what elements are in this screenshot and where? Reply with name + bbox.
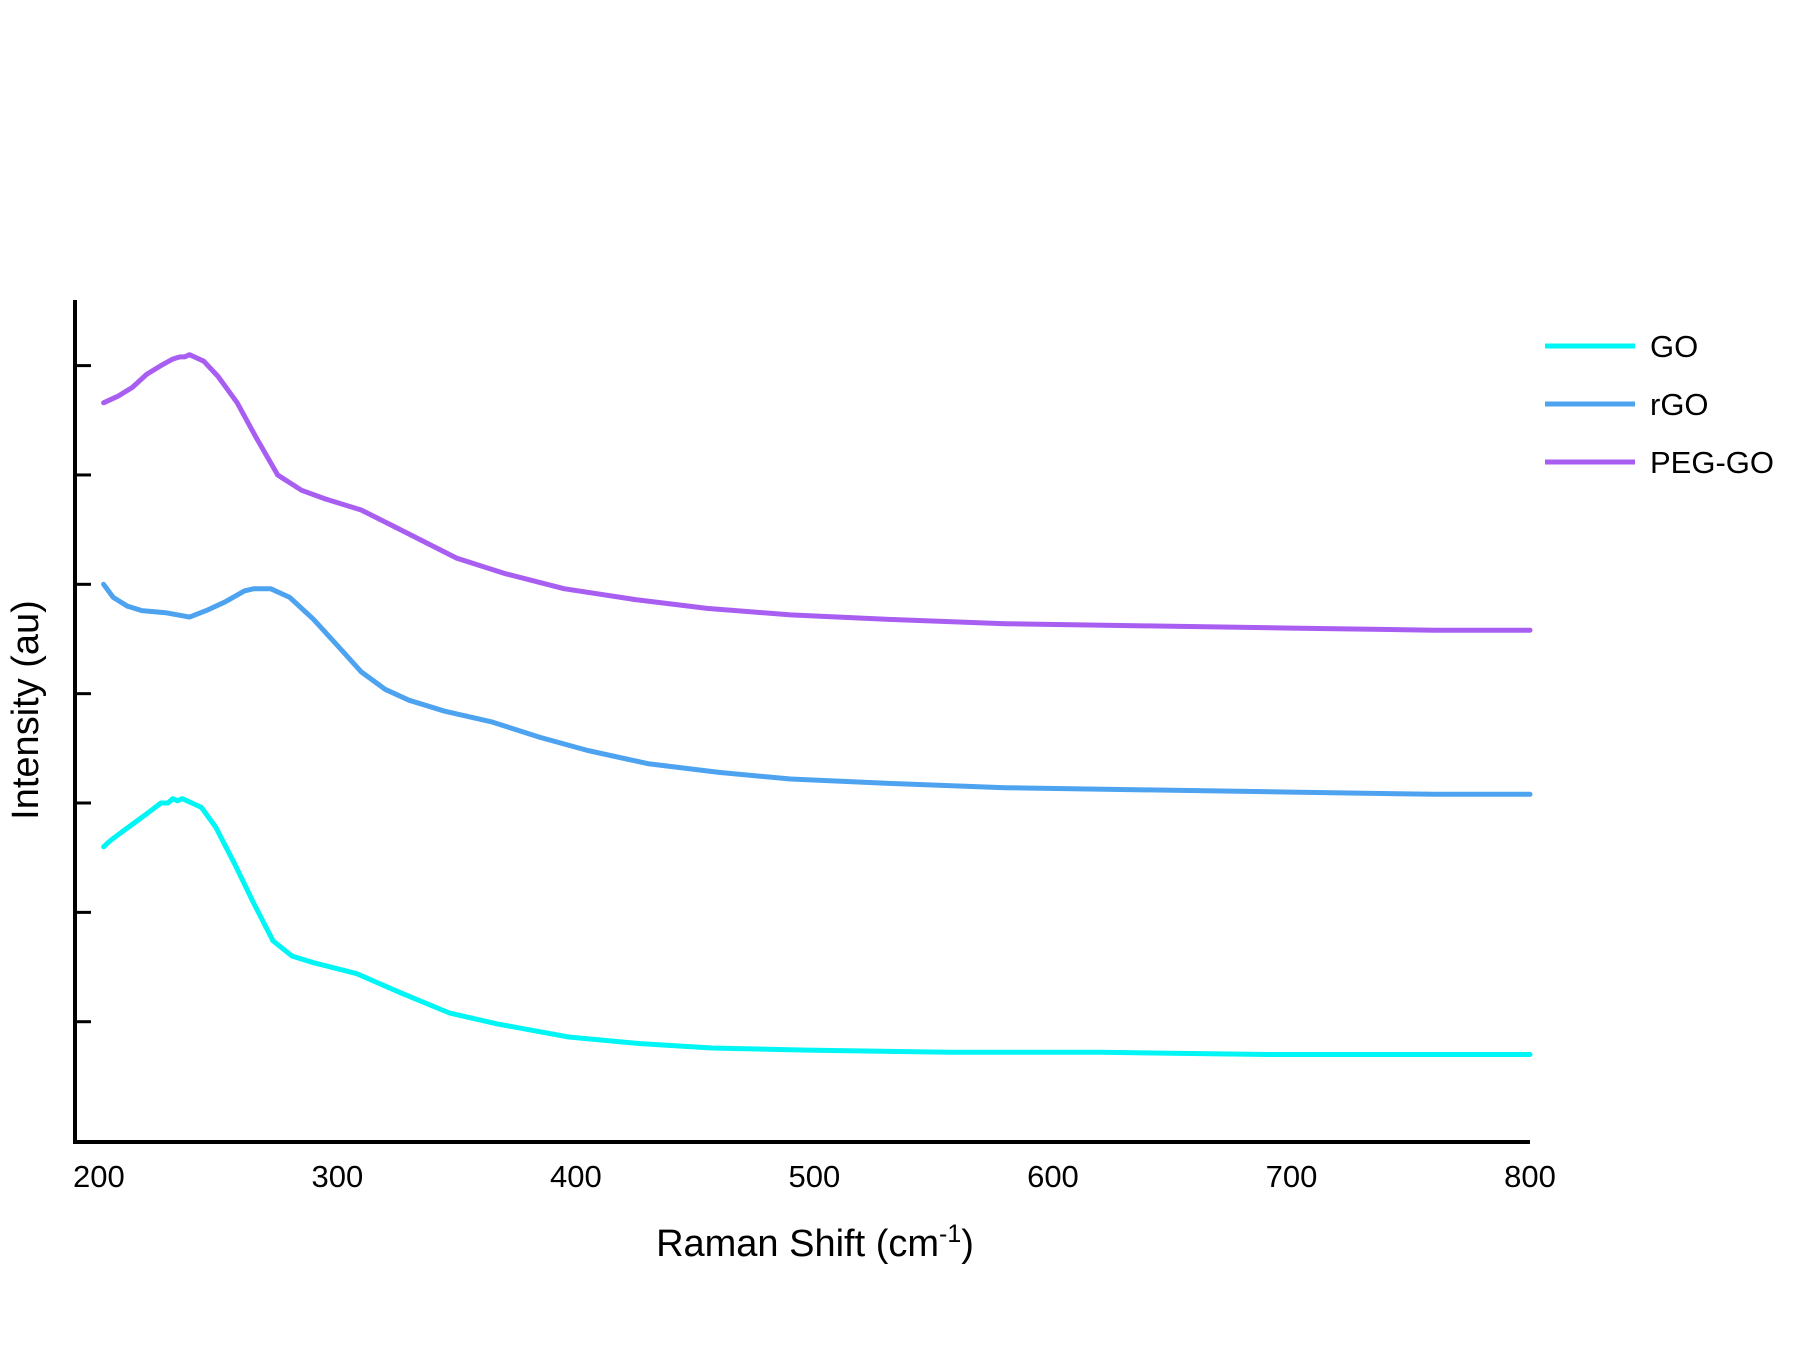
plot-lines	[101, 352, 1533, 1057]
y-axis-title: Intensity (au)	[5, 600, 47, 820]
x-tick-label-5: 700	[1266, 1159, 1318, 1194]
series-line-rgo	[101, 581, 1533, 797]
x-tick-label-6: 800	[1504, 1159, 1556, 1194]
series-line-peg-go	[101, 352, 1533, 633]
x-tick-label-0: 200	[73, 1159, 125, 1194]
legend-label-peg-go: PEG-GO	[1650, 445, 1774, 480]
x-tick-label-1: 300	[312, 1159, 364, 1194]
axes: 200 300 400 500 600 700 800	[73, 300, 1556, 1194]
x-tick-label-2: 400	[550, 1159, 602, 1194]
x-tick-label-3: 500	[789, 1159, 841, 1194]
series-line-go	[101, 796, 1533, 1057]
legend-label-go: GO	[1650, 329, 1698, 364]
x-tick-label-4: 600	[1027, 1159, 1079, 1194]
legend-label-rgo: rGO	[1650, 387, 1709, 422]
y-ticks	[75, 364, 91, 1024]
x-axis-title: Raman Shift (cm-1)	[656, 1220, 974, 1265]
legend: GO rGO PEG-GO	[1545, 329, 1774, 480]
x-ticks: 200 300 400 500 600 700 800	[73, 1159, 1556, 1194]
